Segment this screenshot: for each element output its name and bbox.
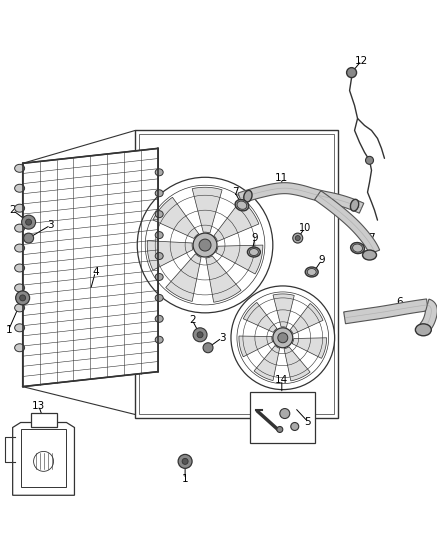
Text: 6: 6 <box>396 297 403 307</box>
Polygon shape <box>292 338 327 358</box>
Text: 9: 9 <box>251 233 258 243</box>
Ellipse shape <box>14 164 25 172</box>
Bar <box>21 430 67 487</box>
Polygon shape <box>23 148 158 386</box>
Text: 11: 11 <box>275 173 289 183</box>
Ellipse shape <box>249 248 258 255</box>
Polygon shape <box>314 191 380 254</box>
Polygon shape <box>239 336 272 357</box>
Bar <box>139 134 334 414</box>
Circle shape <box>280 409 290 418</box>
Text: 4: 4 <box>92 267 99 277</box>
Text: 3: 3 <box>47 220 54 230</box>
Polygon shape <box>153 197 199 238</box>
Ellipse shape <box>14 284 25 292</box>
Ellipse shape <box>155 253 163 260</box>
Polygon shape <box>238 183 364 213</box>
Text: 2: 2 <box>9 205 16 215</box>
Circle shape <box>21 215 35 229</box>
Polygon shape <box>290 303 323 334</box>
Polygon shape <box>284 347 310 381</box>
Polygon shape <box>344 299 428 324</box>
Text: 1: 1 <box>182 474 188 484</box>
Circle shape <box>203 343 213 353</box>
Polygon shape <box>192 187 222 233</box>
Polygon shape <box>214 200 259 241</box>
Ellipse shape <box>14 204 25 212</box>
Text: 9: 9 <box>318 255 325 265</box>
Circle shape <box>273 328 293 348</box>
Ellipse shape <box>155 316 163 322</box>
Ellipse shape <box>363 250 377 260</box>
Ellipse shape <box>155 169 163 176</box>
Text: 1: 1 <box>5 325 12 335</box>
Text: 2: 2 <box>189 315 195 325</box>
Text: 3: 3 <box>219 333 225 343</box>
Bar <box>135 131 338 417</box>
Circle shape <box>293 233 303 243</box>
Text: 7: 7 <box>368 233 375 243</box>
Ellipse shape <box>155 273 163 280</box>
Circle shape <box>278 333 288 343</box>
Ellipse shape <box>350 199 359 211</box>
Ellipse shape <box>14 244 25 252</box>
Circle shape <box>346 68 357 78</box>
Text: 7: 7 <box>232 187 238 197</box>
Text: 12: 12 <box>355 55 368 66</box>
Ellipse shape <box>14 264 25 272</box>
Ellipse shape <box>14 224 25 232</box>
Text: 14: 14 <box>275 375 289 385</box>
Polygon shape <box>273 294 294 327</box>
Ellipse shape <box>155 336 163 343</box>
Polygon shape <box>254 345 279 381</box>
Circle shape <box>25 219 32 225</box>
Ellipse shape <box>14 324 25 332</box>
Circle shape <box>193 328 207 342</box>
Ellipse shape <box>247 247 260 257</box>
Polygon shape <box>420 299 438 332</box>
Ellipse shape <box>235 199 249 211</box>
Ellipse shape <box>237 201 247 209</box>
Ellipse shape <box>353 244 363 252</box>
Circle shape <box>295 236 300 240</box>
Bar <box>31 413 57 427</box>
Bar <box>250 392 314 443</box>
Circle shape <box>197 332 203 338</box>
Ellipse shape <box>155 211 163 217</box>
Ellipse shape <box>14 184 25 192</box>
Ellipse shape <box>155 294 163 301</box>
Ellipse shape <box>14 344 25 352</box>
Circle shape <box>193 233 217 257</box>
Text: 10: 10 <box>299 223 311 233</box>
Text: 5: 5 <box>304 416 311 426</box>
Ellipse shape <box>307 269 316 276</box>
Polygon shape <box>147 241 193 270</box>
Polygon shape <box>13 423 74 495</box>
Ellipse shape <box>351 243 364 254</box>
Polygon shape <box>206 256 241 302</box>
Circle shape <box>20 295 25 301</box>
Ellipse shape <box>244 190 252 202</box>
Circle shape <box>182 458 188 464</box>
Circle shape <box>291 423 299 431</box>
Ellipse shape <box>155 232 163 239</box>
Polygon shape <box>243 302 277 333</box>
Circle shape <box>277 426 283 432</box>
Circle shape <box>199 239 211 251</box>
Ellipse shape <box>415 324 431 336</box>
Polygon shape <box>166 254 201 302</box>
Circle shape <box>16 291 30 305</box>
Circle shape <box>178 455 192 469</box>
Polygon shape <box>215 245 263 274</box>
Ellipse shape <box>155 190 163 197</box>
Circle shape <box>24 233 34 243</box>
Ellipse shape <box>305 267 318 277</box>
Ellipse shape <box>14 304 25 312</box>
Text: 13: 13 <box>32 401 45 410</box>
Circle shape <box>366 156 374 164</box>
